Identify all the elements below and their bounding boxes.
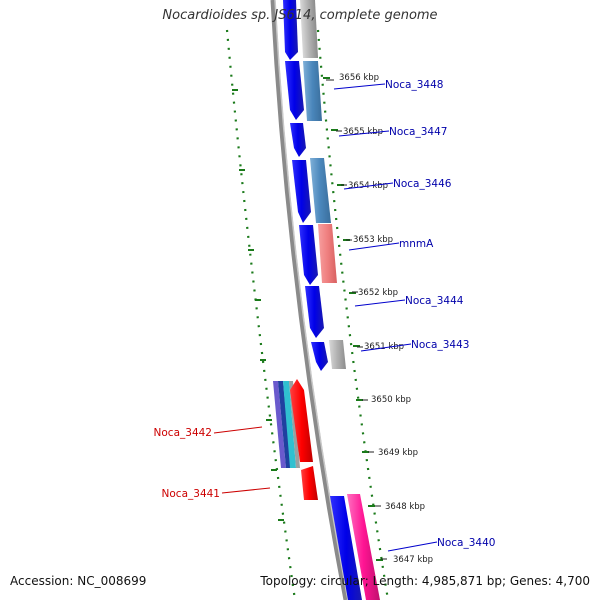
accession-label: Accession: NC_008699 [10,574,147,588]
gene-label[interactable]: Noca_3443 [411,339,469,351]
kbp-scale: 3656 kbp 3655 kbp 3654 kbp 3653 kbp 3652… [326,73,433,565]
cds-forward-strand [283,0,362,600]
gc-skew-ticks [232,77,383,561]
gene-label[interactable]: Noca_3448 [385,79,443,91]
gene-label[interactable]: Noca_3446 [393,178,452,190]
genome-backbone [270,0,349,600]
kbp-label: 3649 kbp [378,448,418,458]
kbp-label: 3656 kbp [339,73,379,83]
gc-skew-track-left [225,29,297,600]
kbp-label: 3647 kbp [393,555,433,565]
page-title: Nocardioides sp. JS614, complete genome [162,8,438,23]
gene-label[interactable]: Noca_3441 [162,488,220,500]
left-gene-labels: Noca_3442 Noca_3441 [154,426,271,500]
cds-reverse-strand [273,379,318,500]
kbp-label: 3648 kbp [385,502,425,512]
kbp-label: 3652 kbp [358,288,398,298]
gene-label[interactable]: Noca_3447 [389,126,447,138]
kbp-label: 3655 kbp [343,127,383,137]
gene-label[interactable]: Noca_3440 [437,537,495,549]
gene-label[interactable]: mnmA [399,238,434,250]
gene-label[interactable]: Noca_3444 [405,295,464,307]
topology-label: Topology: circular; Length: 4,985,871 bp… [260,574,590,588]
gene-label[interactable]: Noca_3442 [154,427,212,439]
cds-other [300,0,380,600]
kbp-label: 3651 kbp [364,342,404,352]
kbp-label: 3653 kbp [353,235,393,245]
right-gene-labels: Noca_3448 Noca_3447 Noca_3446 mnmA Noca_… [333,79,495,552]
kbp-label: 3650 kbp [371,395,411,405]
